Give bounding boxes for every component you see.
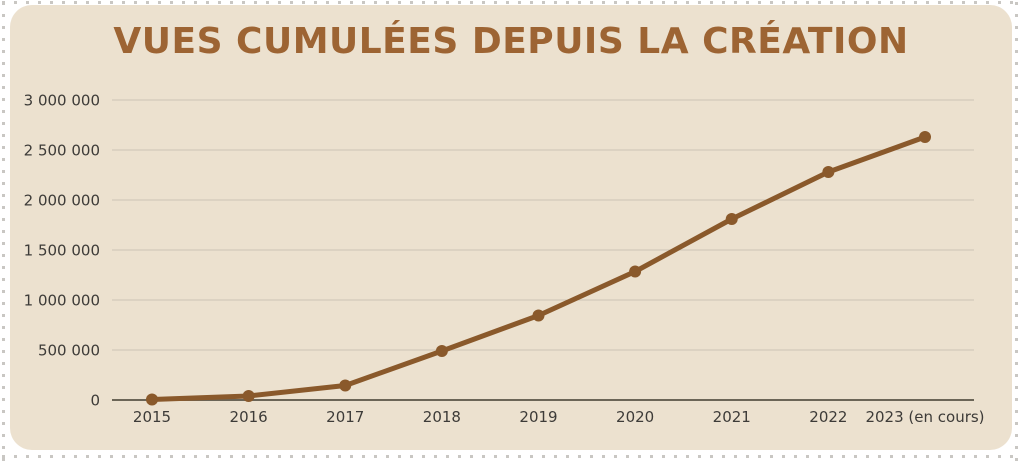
perforation-dots-left	[2, 2, 5, 462]
x-tick-label: 2023 (en cours)	[865, 408, 984, 426]
chart-card: VUES CUMULÉES DEPUIS LA CRÉATION 0 500 00…	[10, 5, 1012, 450]
x-tick-label: 2021	[713, 408, 751, 426]
perforation-dots-right	[1015, 2, 1018, 462]
x-tick-label: 2017	[326, 408, 364, 426]
data-point	[725, 213, 738, 225]
y-tick-label: 1 500 000	[24, 242, 100, 260]
data-point	[242, 390, 255, 402]
x-tick-label: 2015	[133, 408, 171, 426]
data-point	[435, 345, 448, 357]
y-tick-label: 1 000 000	[24, 292, 100, 310]
data-point	[822, 166, 835, 178]
perforation-dots-bottom	[2, 455, 1020, 458]
y-tick-label: 3 000 000	[24, 92, 100, 110]
y-tick-label: 2 000 000	[24, 192, 100, 210]
data-point	[339, 379, 352, 392]
data-point	[146, 393, 158, 406]
data-point	[919, 131, 931, 143]
data-point	[629, 265, 642, 278]
x-tick-label: 2022	[809, 408, 847, 426]
chart-title: VUES CUMULÉES DEPUIS LA CRÉATION	[113, 21, 909, 62]
y-tick-label: 0	[90, 392, 100, 410]
data-line	[149, 134, 928, 402]
perforation-dots-top	[2, 1, 1020, 4]
y-tick-label: 500 000	[38, 342, 100, 360]
x-tick-label: 2020	[616, 408, 654, 426]
x-tick-label: 2018	[423, 408, 461, 426]
x-tick-label: 2019	[519, 408, 557, 426]
data-point	[532, 309, 545, 322]
y-tick-label: 2 500 000	[24, 142, 100, 160]
cumulative-views-line-chart: 0 500 000 1 000 000 1 500 000 2 000 000 2 500…	[24, 92, 985, 427]
x-tick-label: 2016	[230, 408, 268, 426]
